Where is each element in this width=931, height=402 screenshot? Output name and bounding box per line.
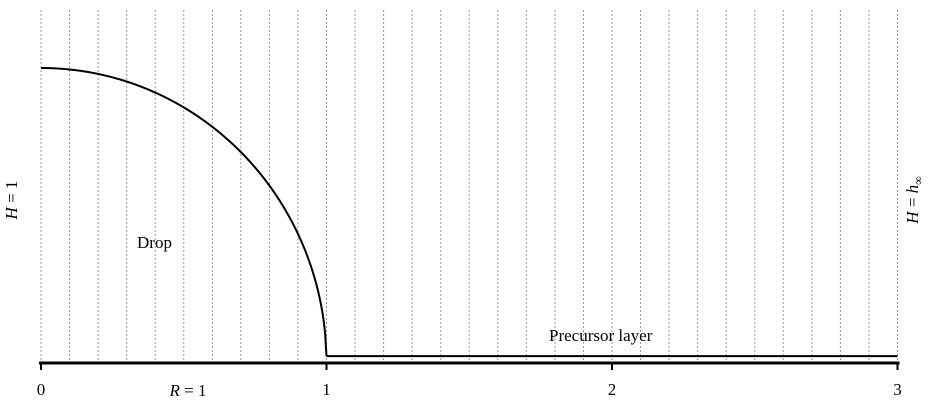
left-boundary-var: H <box>2 205 21 220</box>
precursor-layer-label: Precursor layer <box>549 326 653 345</box>
right-boundary-var: H <box>903 210 922 225</box>
right-boundary-h: h <box>903 185 922 194</box>
axis-tick-label: 0 <box>37 380 46 399</box>
left-boundary-value: = 1 <box>2 181 21 208</box>
radius-label: R = 1 <box>169 381 207 400</box>
drop-profile-curve <box>41 67 328 357</box>
axis-ticks: 0 1 2 3 <box>37 363 902 399</box>
right-boundary-subscript: ∞ <box>911 176 925 185</box>
drop-label: Drop <box>137 233 172 252</box>
vertical-grid-lines <box>40 10 898 362</box>
radius-value: = 1 <box>180 381 207 400</box>
axis-tick-label: 2 <box>608 380 617 399</box>
axis-tick-label: 1 <box>322 380 331 399</box>
radius-var: R <box>169 381 181 400</box>
right-boundary-label: H = h∞ <box>903 176 925 224</box>
left-boundary-label: H = 1 <box>2 181 21 221</box>
right-boundary-eq: = <box>903 193 922 211</box>
axis-tick-label: 3 <box>893 380 902 399</box>
